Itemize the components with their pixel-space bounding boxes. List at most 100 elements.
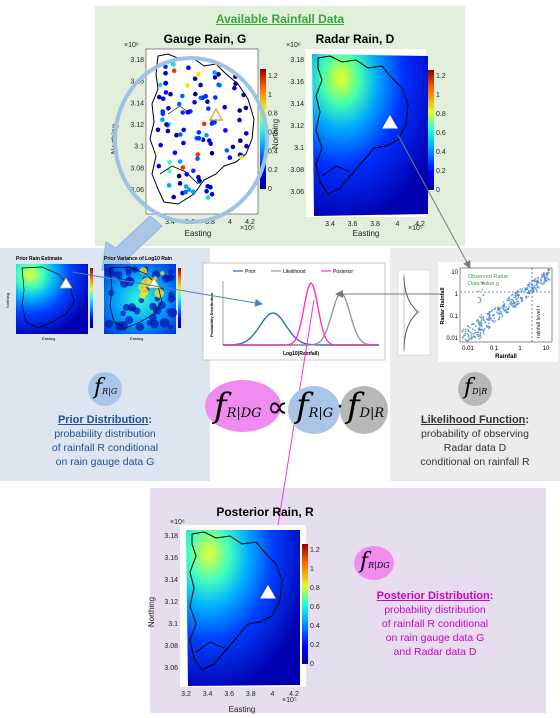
scatter-point — [505, 311, 508, 313]
pdf-legend-label: Posterior — [333, 269, 353, 275]
prior-symbol: fR|G — [94, 375, 118, 400]
posterior-desc-3: on rain gauge data G — [385, 632, 485, 644]
scatter-point — [515, 298, 517, 301]
gauge-point — [239, 155, 244, 160]
scatter-point — [517, 289, 519, 292]
scatter-point — [536, 289, 538, 292]
scatter-point — [493, 308, 495, 310]
prior-estimate-title: Prior Rain Estimate — [16, 256, 63, 262]
scatter-point — [535, 288, 537, 290]
posterior-y-tick: 3.06 — [164, 665, 178, 672]
scatter-point — [472, 328, 474, 331]
gauge-point — [244, 131, 249, 136]
radar-map-title: Radar Rain, D — [315, 32, 395, 46]
scatter-point — [480, 313, 483, 316]
prior-variance-title: Prior Variance of Log10 Rain — [104, 256, 173, 262]
scatter-point — [519, 297, 522, 300]
scatter-point — [492, 320, 495, 323]
radar-colorbar — [428, 70, 434, 190]
scatter-point — [480, 336, 482, 339]
radar-x-tick: 3.8 — [370, 221, 380, 228]
scatter-point — [521, 288, 524, 290]
gauge-point — [186, 187, 192, 192]
scatter-point — [533, 286, 536, 288]
gauge-point — [180, 93, 185, 99]
posterior-location-marker — [260, 585, 276, 599]
scatter-point — [480, 317, 483, 320]
prior-variance-xlabel: Easting — [130, 336, 144, 341]
formula-dot: · — [336, 392, 344, 419]
scatter-point — [502, 301, 505, 304]
scatter-point — [468, 337, 471, 340]
gauge-point — [180, 110, 185, 115]
gauge-xlabel: Easting — [185, 229, 212, 238]
gauge-colorbar-tick: 0.4 — [268, 148, 278, 155]
formula-prior: fR|G — [296, 386, 334, 426]
scatter-point — [521, 299, 523, 302]
pdf-chart: Prior Likelihood Posterior Log10(Rainfall)… — [202, 262, 386, 361]
scatter-point — [533, 280, 536, 283]
gauge-y-tick: 3.18 — [130, 57, 144, 64]
variance-spot — [167, 269, 174, 275]
scatter-ylabel: Radar Rainfall — [440, 287, 446, 324]
scatter-point — [509, 303, 512, 305]
gauge-point — [196, 130, 202, 135]
scatter-point — [527, 283, 530, 286]
formula-likelihood: fD|R — [347, 386, 385, 426]
scatter-point — [534, 277, 537, 280]
scatter-point — [501, 305, 503, 308]
scatter-point — [498, 313, 501, 316]
scatter-point — [467, 335, 470, 338]
scatter-point — [480, 328, 483, 330]
gauge-point — [183, 189, 188, 195]
scatter-point — [492, 314, 495, 317]
posterior-y-tick: 3.1 — [168, 621, 178, 628]
posterior-heading: Posterior Distribution: — [376, 590, 494, 602]
gauge-point — [163, 70, 168, 76]
scatter-point — [528, 281, 531, 284]
gauge-point — [180, 165, 186, 170]
gauge-point — [230, 144, 236, 150]
gauge-point — [171, 194, 176, 200]
gauge-point — [181, 127, 186, 133]
scatter-point — [541, 276, 544, 278]
scatter-point — [501, 307, 504, 309]
scatter-point — [497, 312, 499, 315]
variance-spot — [125, 316, 133, 324]
scatter-x-tick: 0.01 — [462, 346, 474, 352]
gauge-point — [163, 90, 169, 95]
scatter-point — [532, 288, 535, 291]
scatter-point — [505, 306, 507, 308]
prior-estimate-marker — [59, 277, 73, 289]
variance-spot — [110, 271, 116, 277]
gauge-y-tick: 3.12 — [130, 122, 144, 129]
gauge-point — [208, 185, 213, 190]
likelihood-pdf-inset — [397, 269, 431, 356]
gauge-point — [177, 181, 183, 186]
scatter-point — [529, 291, 532, 293]
scatter-point — [479, 334, 482, 337]
variance-spot — [118, 321, 128, 331]
scatter-point — [494, 306, 497, 309]
gauge-point — [181, 140, 186, 146]
scatter-point — [469, 327, 471, 329]
gauge-point — [156, 163, 162, 169]
gauge-y-tick: 3.1 — [134, 144, 144, 151]
scatter-point — [464, 330, 467, 333]
gauge-point — [158, 142, 163, 148]
posterior-colorbar-tick: 0.4 — [310, 623, 320, 630]
scatter-y-tick: 0.1 — [450, 314, 459, 320]
scatter-point — [478, 301, 480, 304]
radar-y-tick: 3.18 — [290, 57, 304, 64]
scatter-point — [522, 290, 525, 293]
posterior-map-title: Posterior Rain, R — [216, 505, 314, 519]
variance-spot — [114, 270, 123, 279]
scatter-point — [513, 296, 515, 299]
posterior-x-tick: 4 — [270, 691, 274, 698]
scatter-point — [542, 274, 545, 277]
variance-spot — [120, 310, 126, 317]
gauge-point — [224, 148, 230, 153]
scatter-point — [472, 323, 475, 325]
radar-xlabel: Easting — [353, 229, 380, 238]
gauge-point — [196, 71, 201, 77]
